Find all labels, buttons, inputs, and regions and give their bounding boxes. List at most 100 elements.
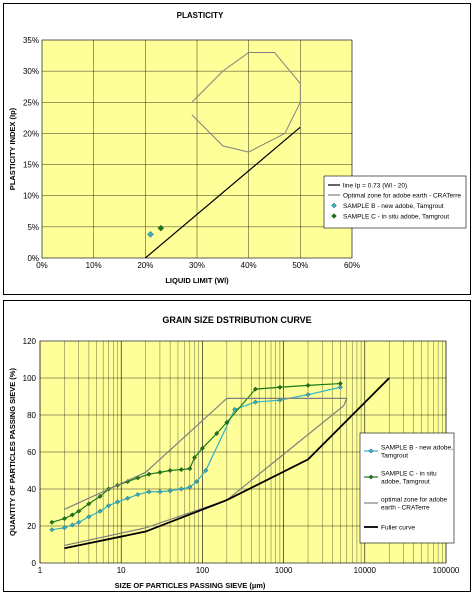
data-point	[232, 407, 238, 412]
legend-label: SAMPLE C - in situ adobe, Tamgrout	[381, 471, 437, 486]
legend-label: Optimal zone for adobe earth - CRATerre	[343, 192, 461, 199]
x-tick-label: 50%	[292, 261, 308, 270]
data-point	[76, 508, 82, 514]
data-point	[106, 503, 112, 509]
data-point	[214, 431, 220, 436]
x-axis-label: SIZE OF PARTICLES PASSING SIEVE (µm)	[115, 581, 266, 590]
y-tick-label: 120	[23, 337, 37, 346]
series-line-0	[51, 386, 341, 531]
x-tick-label: 1	[38, 566, 43, 575]
data-point	[86, 501, 92, 507]
data-point	[167, 488, 173, 494]
data-point	[49, 519, 55, 525]
legend-swatch-marker	[368, 448, 374, 454]
data-point	[224, 419, 230, 425]
data-point	[187, 466, 193, 472]
chart-title: PLASTICITY	[177, 11, 224, 20]
data-point	[194, 479, 200, 485]
data-point	[199, 445, 205, 451]
legend-label-line: Tamgrout	[381, 453, 408, 460]
grain-size-chart-panel: GRAIN SIZE DSTRIBUTION CURVE 1 10 100 1000 10…	[3, 300, 471, 592]
legend-box	[323, 175, 467, 229]
x-tick-label: 1000	[275, 566, 293, 575]
data-point	[69, 522, 75, 528]
legend-label: SAMPLE B - new adobe, Tamgrout	[381, 445, 453, 460]
data-point	[337, 384, 343, 390]
legend-label: SAMPLE B - new adobe, Tamgrout	[343, 203, 444, 210]
series-line-2	[64, 397, 348, 547]
y-tick-label: 40	[27, 485, 36, 494]
legend-label: optimal zone for adobe earth - CRATerre	[381, 497, 448, 512]
data-point	[62, 525, 67, 531]
y-axis-label: QUANTITY OF PARTICLES PASSING SIEVE (%)	[8, 368, 17, 536]
data-point	[277, 397, 283, 403]
data-point	[187, 484, 193, 490]
data-point	[86, 514, 92, 520]
x-tick-label: 60%	[344, 261, 360, 270]
data-point	[253, 399, 258, 405]
y-tick-label: 35%	[23, 36, 39, 45]
x-tick-label: 30%	[189, 261, 205, 270]
x-tick-label: 100000	[433, 566, 460, 575]
data-point	[277, 384, 283, 390]
plasticity-chart-panel: PLASTICITY 0% 10% 20% 30% 40% 50% 60% 0% 5% 10% 15%…	[3, 3, 471, 295]
data-point	[97, 508, 103, 514]
y-tick-label: 5%	[27, 223, 39, 232]
legend-label: SAMPLE C - in situ adobe, Tamgrout	[343, 213, 449, 220]
legend-label: Fuller curve	[381, 524, 415, 531]
data-point	[157, 224, 165, 232]
legend-swatch-marker	[368, 474, 374, 480]
x-tick-label: 0%	[36, 261, 48, 270]
legend-swatch	[331, 213, 337, 219]
x-tick-label: 20%	[137, 261, 153, 270]
legend-label-line: adobe, Tamgrout	[381, 479, 430, 486]
x-tick-label: 10%	[86, 261, 102, 270]
y-axis-label: PLASTICITY INDEX (Ip)	[8, 107, 17, 190]
data-point	[69, 512, 75, 518]
y-tick-label: 100	[23, 374, 37, 383]
y-tick-label: 25%	[23, 98, 39, 107]
x-tick-label: 100	[196, 566, 210, 575]
y-tick-label: 20	[27, 522, 36, 531]
data-point	[157, 489, 163, 495]
legend-label-line: Fuller curve	[381, 524, 415, 531]
legend-label-line: optimal zone for adobe	[381, 497, 448, 504]
data-point	[62, 516, 67, 522]
data-point	[203, 468, 209, 473]
legend-label-line: earth - CRATerre	[381, 505, 430, 512]
data-point	[135, 492, 141, 497]
x-tick-label: 40%	[241, 261, 257, 270]
plasticity-chart: PLASTICITY 0% 10% 20% 30% 40% 50% 60% 0% 5% 10% 15%…	[8, 11, 467, 285]
y-tick-label: 15%	[23, 161, 39, 170]
y-tick-label: 10%	[23, 192, 39, 201]
y-tick-label: 20%	[23, 129, 39, 138]
data-point	[167, 468, 173, 473]
y-tick-label: 60	[27, 448, 36, 457]
legend-swatch	[331, 202, 337, 209]
y-tick-label: 30%	[23, 67, 39, 76]
data-point	[178, 467, 184, 472]
data-point	[305, 392, 311, 398]
x-tick-label: 10	[117, 566, 126, 575]
series-line-3	[64, 377, 390, 550]
y-tick-label: 0%	[27, 254, 39, 263]
data-point	[115, 499, 120, 505]
legend-label: line Ip = 0.73 (Wl - 20)	[343, 182, 407, 189]
data-point	[192, 455, 197, 460]
data-point	[146, 471, 152, 477]
legend-label-line: SAMPLE B - new adobe,	[381, 445, 453, 452]
data-point	[147, 231, 154, 238]
series-line-0	[144, 126, 301, 259]
data-point	[305, 382, 311, 388]
chart-title: GRAIN SIZE DSTRIBUTION CURVE	[162, 315, 311, 325]
data-point	[253, 386, 258, 392]
data-point	[157, 469, 163, 475]
x-axis-label: LIQUID LIMIT (Wl)	[165, 276, 229, 285]
y-tick-label: 80	[27, 411, 36, 420]
y-tick-label: 0	[32, 559, 37, 568]
data-point	[146, 489, 152, 495]
x-tick-label: 10000	[354, 566, 377, 575]
data-point	[125, 495, 131, 501]
data-point	[178, 486, 184, 492]
